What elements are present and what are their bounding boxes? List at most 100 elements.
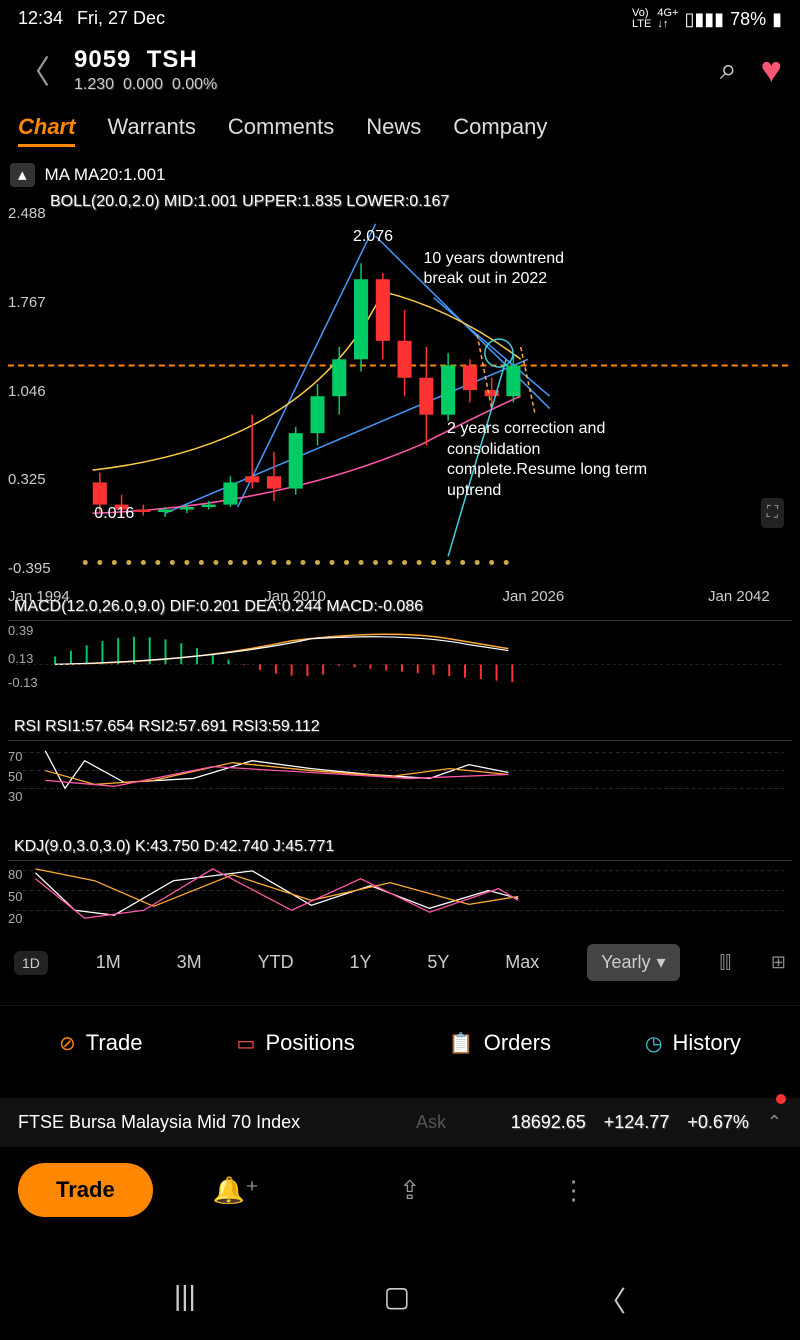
interval-dropdown[interactable]: Yearly ▾ (587, 944, 679, 981)
rsi-ytick: 50 (8, 769, 22, 784)
stock-header: 〈 9059 TSH 1.230 0.000 0.00% ⌕ ♥ (0, 38, 800, 102)
tab-bar: Chart Warrants Comments News Company (0, 102, 800, 159)
kdj-params: KDJ(9.0,3.0,3.0) (14, 838, 131, 855)
action-orders-label: Orders (484, 1030, 551, 1056)
rsi2: RSI2:57.691 (139, 718, 228, 735)
boll-mid: MID:1.001 (164, 193, 238, 210)
kdj-d: D:42.740 (203, 838, 268, 855)
battery-icon: ▮ (772, 9, 782, 30)
boll-params: BOLL(20.0,2.0) (50, 193, 159, 210)
rsi-header: RSI RSI1:57.654 RSI2:57.691 RSI3:59.112 (8, 716, 792, 738)
rsi-label: RSI (14, 718, 41, 735)
kdj-chart[interactable]: 80 50 20 (8, 860, 792, 928)
bottom-toolbar: Trade 🔔⁺ ⇪ ⋮ (0, 1147, 800, 1233)
more-icon[interactable]: ⋮ (561, 1175, 587, 1206)
grid-view-icon[interactable]: ⊞ (771, 952, 786, 973)
stock-pct: 0.00% (172, 76, 217, 93)
index-ticker[interactable]: FTSE Bursa Malaysia Mid 70 Index Ask 186… (0, 1098, 800, 1147)
ma-label: MA MA20:1.001 (45, 165, 166, 185)
action-positions[interactable]: ▭ Positions (237, 1030, 355, 1056)
status-bar: 12:34 Fri, 27 Dec Vo)LTE 4G+↓↑ ▯▮▮▮ 78% … (0, 0, 800, 38)
main-price-chart[interactable]: 2.4881.7671.0460.325-0.395 Jan 1994Jan 2… (8, 213, 792, 568)
rsi3: RSI3:59.112 (232, 718, 320, 735)
interval-label: Yearly (601, 952, 650, 973)
macd-val: MACD:-0.086 (326, 598, 423, 615)
stock-name: TSH (147, 46, 198, 73)
share-icon[interactable]: ⇪ (399, 1175, 421, 1206)
tf-1m[interactable]: 1M (88, 948, 129, 977)
tab-company[interactable]: Company (453, 114, 547, 147)
action-orders[interactable]: 📋 Orders (449, 1030, 551, 1056)
rsi-ytick: 30 (8, 789, 22, 804)
boll-indicator-row: BOLL(20.0,2.0) MID:1.001 UPPER:1.835 LOW… (0, 191, 800, 213)
stock-subline: 1.230 0.000 0.00% (74, 76, 696, 94)
macd-ytick: 0.13 (8, 651, 33, 666)
tf-5y[interactable]: 5Y (419, 948, 457, 977)
signal-icon: ▯▮▮▮ (684, 9, 724, 30)
status-time: 12:34 (18, 8, 63, 30)
macd-dif: DIF:0.201 (170, 598, 240, 615)
index-ask: Ask (416, 1112, 446, 1133)
nav-back-icon[interactable]: 〈 (598, 1280, 626, 1320)
index-pct: +0.67% (687, 1112, 749, 1133)
low-label: 0.016 (94, 504, 134, 525)
macd-ytick: -0.13 (8, 675, 38, 690)
rsi-section: RSI RSI1:57.654 RSI2:57.691 RSI3:59.112 … (8, 716, 792, 808)
orders-icon: 📋 (449, 1031, 474, 1056)
kdj-j: J:45.771 (273, 838, 334, 855)
system-nav-bar: ||| ▢ 〈 (0, 1260, 800, 1340)
stock-change: 0.000 (123, 76, 163, 93)
macd-svg (8, 621, 792, 688)
action-history[interactable]: ◷ History (645, 1030, 741, 1056)
chart-settings-icon[interactable]: ⫿⫿ (719, 952, 731, 973)
kdj-header: KDJ(9.0,3.0,3.0) K:43.750 D:42.740 J:45.… (8, 836, 792, 858)
action-bar: ⊘ Trade ▭ Positions 📋 Orders ◷ History (0, 1005, 800, 1080)
tab-comments[interactable]: Comments (228, 114, 334, 147)
alert-icon[interactable]: 🔔⁺ (213, 1175, 259, 1206)
rsi-ytick: 70 (8, 749, 22, 764)
trade-icon: ⊘ (59, 1031, 76, 1056)
tf-1y[interactable]: 1Y (341, 948, 379, 977)
tf-1d[interactable]: 1D (14, 951, 48, 975)
favorite-icon[interactable]: ♥ (761, 49, 782, 91)
tf-max[interactable]: Max (497, 948, 547, 977)
stock-title: 9059 TSH (74, 46, 696, 74)
collapse-button[interactable]: ▴ (10, 163, 35, 187)
boll-lower: LOWER:0.167 (346, 193, 449, 210)
macd-header: MACD(12.0,26.0,9.0) DIF:0.201 DEA:0.244 … (8, 596, 792, 618)
rsi-svg (8, 741, 792, 808)
action-positions-label: Positions (265, 1030, 354, 1056)
macd-ytick: 0.39 (8, 623, 33, 638)
kdj-section: KDJ(9.0,3.0,3.0) K:43.750 D:42.740 J:45.… (8, 836, 792, 928)
trade-button[interactable]: Trade (18, 1163, 153, 1217)
ma-indicator-row: ▴ MA MA20:1.001 (0, 159, 800, 191)
battery-pct: 78% (730, 9, 766, 30)
tf-3m[interactable]: 3M (169, 948, 210, 977)
tab-chart[interactable]: Chart (18, 114, 75, 147)
chevron-down-icon: ▾ (657, 952, 666, 973)
peak-label: 2.076 (353, 227, 393, 248)
notification-dot (776, 1094, 786, 1104)
tab-news[interactable]: News (366, 114, 421, 147)
action-trade[interactable]: ⊘ Trade (59, 1030, 142, 1056)
index-change: +124.77 (604, 1112, 670, 1133)
action-trade-label: Trade (86, 1030, 143, 1056)
positions-icon: ▭ (237, 1031, 256, 1056)
timeframe-bar: 1D 1M 3M YTD 1Y 5Y Max Yearly ▾ ⫿⫿ ⊞ (0, 932, 800, 993)
home-icon[interactable]: ▢ (384, 1280, 410, 1320)
tab-warrants[interactable]: Warrants (107, 114, 195, 147)
chevron-up-icon[interactable]: ⌃ (767, 1112, 782, 1133)
history-icon: ◷ (645, 1031, 662, 1056)
back-button[interactable]: 〈 (18, 47, 50, 93)
macd-chart[interactable]: 0.39 0.13 -0.13 (8, 620, 792, 688)
rsi1: RSI1:57.654 (45, 718, 134, 735)
rsi-chart[interactable]: 70 50 30 (8, 740, 792, 808)
expand-chart-icon[interactable]: ⛶ (761, 498, 784, 528)
action-history-label: History (672, 1030, 740, 1056)
stock-price: 1.230 (74, 76, 114, 93)
search-icon[interactable]: ⌕ (720, 53, 737, 87)
annotation-breakout: 10 years downtrend break out in 2022 (424, 249, 594, 291)
tf-ytd[interactable]: YTD (250, 948, 302, 977)
stock-code: 9059 (74, 46, 131, 73)
recent-apps-icon[interactable]: ||| (174, 1280, 196, 1320)
